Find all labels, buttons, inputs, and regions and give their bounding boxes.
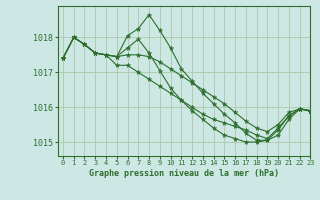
- X-axis label: Graphe pression niveau de la mer (hPa): Graphe pression niveau de la mer (hPa): [89, 169, 279, 178]
